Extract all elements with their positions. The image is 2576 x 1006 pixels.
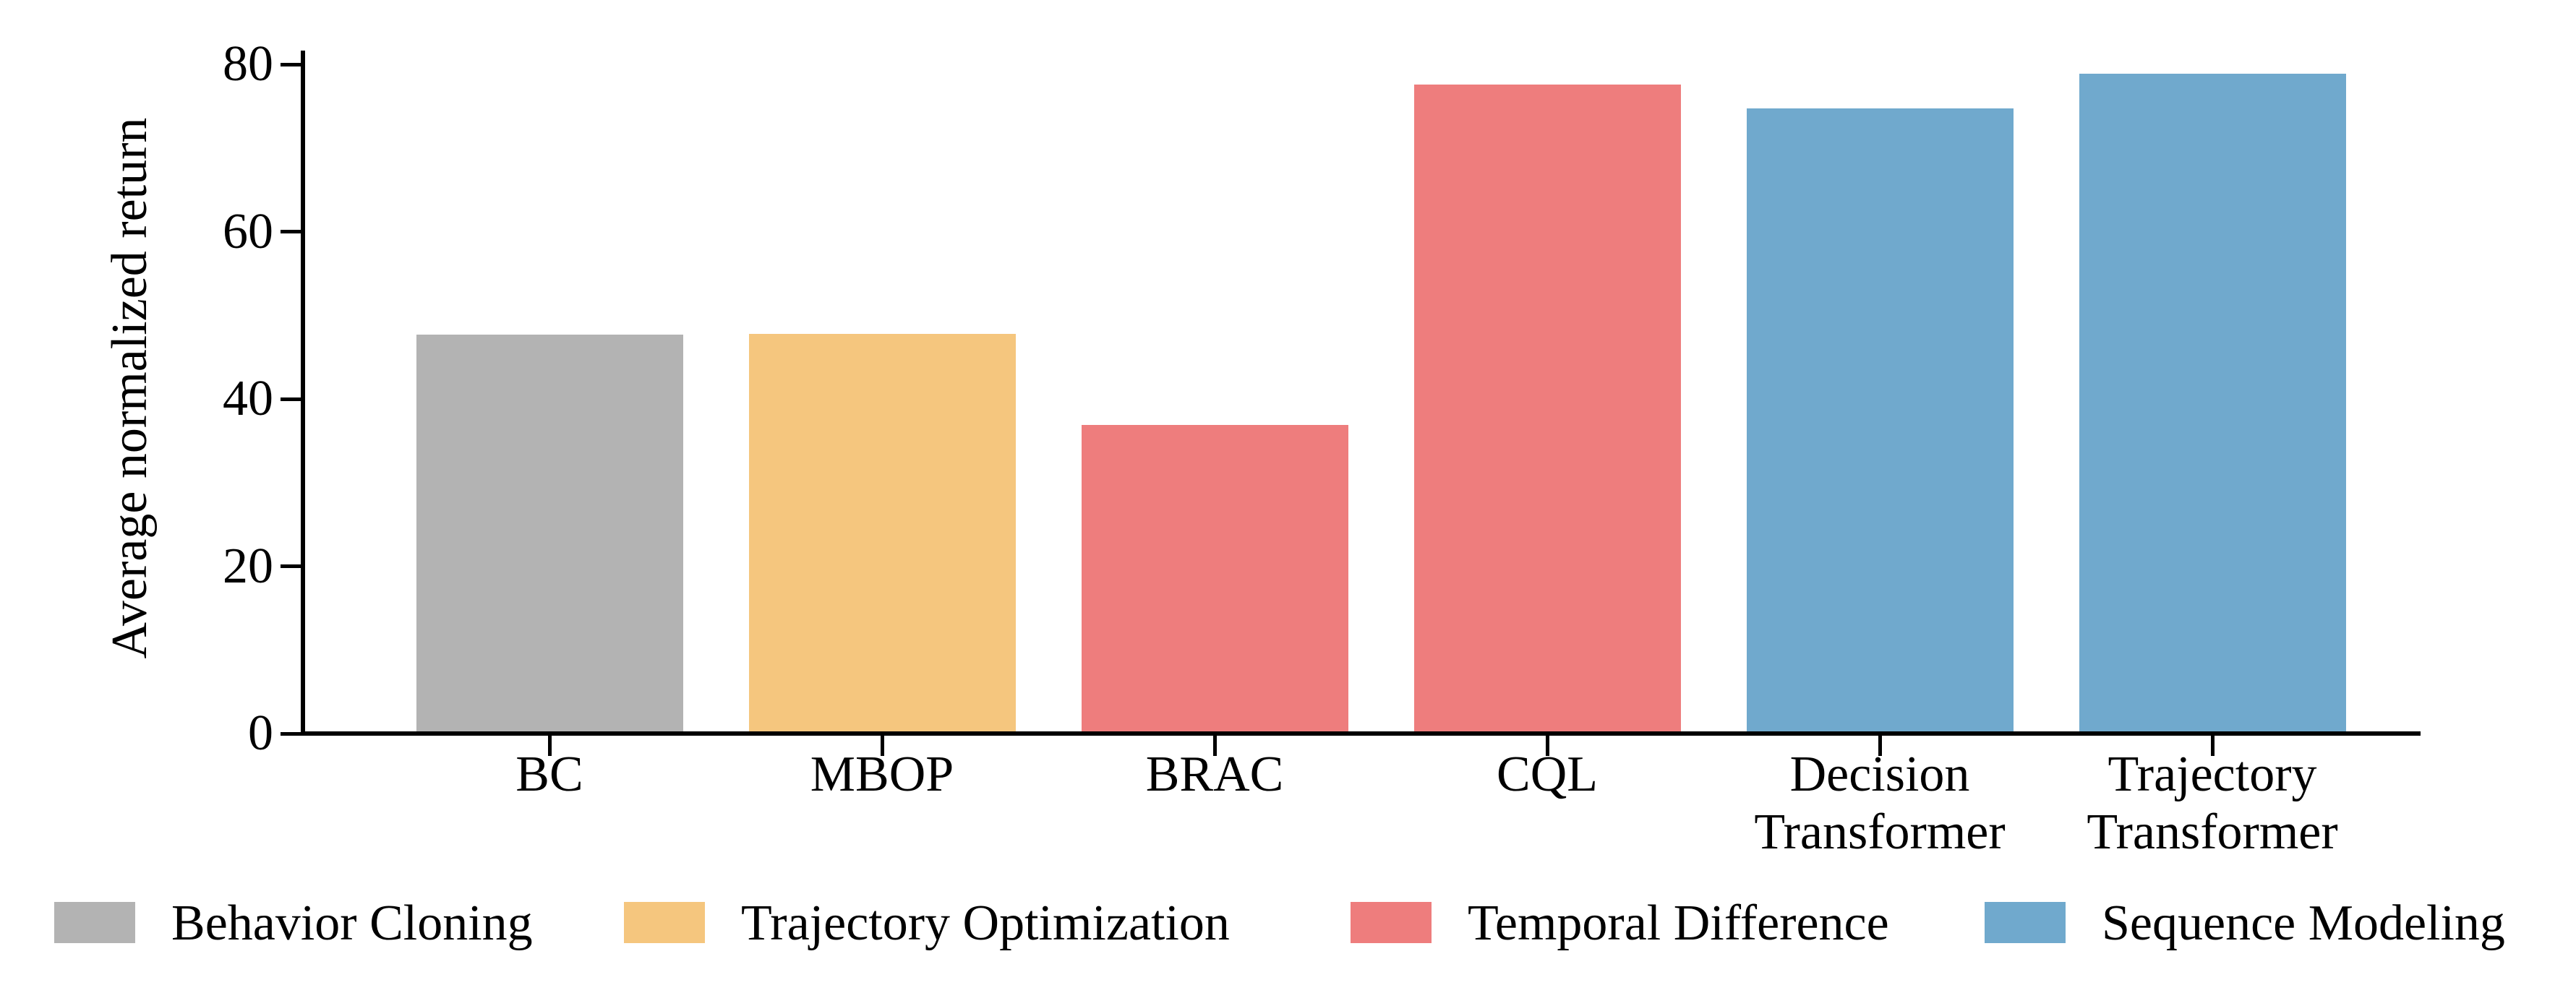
y-tick-mark [281,62,301,66]
y-tick-label: 80 [223,36,273,92]
y-tick-label: 40 [223,371,273,426]
y-tick-mark [281,731,301,736]
bar-decision-transformer [1746,108,2014,734]
y-tick-mark [281,397,301,401]
legend-label-trajectory-optimization: Trajectory Optimization [741,895,1230,951]
x-tick-mark [1545,736,1549,756]
y-tick-mark [281,230,301,233]
x-tick-mark [1212,736,1217,756]
x-tick-mark [880,736,884,756]
x-tick-mark [547,736,552,756]
x-tick-mark [1878,736,1882,756]
category-label-bc: BC [515,747,583,802]
x-axis-spine [301,731,2421,736]
legend-swatch-trajectory-optimization [624,902,705,943]
category-label-mbop: MBOP [810,747,954,802]
legend-label-sequence-modeling: Sequence Modeling [2102,895,2505,951]
x-tick-mark [2210,736,2215,756]
legend-swatch-sequence-modeling [1985,902,2066,943]
bar-cql [1413,85,1681,734]
category-label-decision-transformer: Decision Transformer [1754,747,2006,860]
bar-bc [416,335,683,734]
category-label-cql: CQL [1497,747,1598,802]
y-tick-mark [281,564,301,568]
category-label-brac: BRAC [1145,747,1284,802]
category-label-trajectory-transformer: Trajectory Transformer [2087,747,2338,860]
y-axis-spine [301,51,305,736]
legend-swatch-temporal-difference [1351,902,1432,943]
legend-label-behavior-cloning: Behavior Cloning [171,895,533,951]
bar-mbop [748,334,1016,734]
y-tick-label: 0 [248,705,273,761]
y-tick-label: 60 [223,203,273,259]
bar-brac [1081,425,1348,734]
legend-label-temporal-difference: Temporal Difference [1468,895,1889,951]
legend-swatch-behavior-cloning [54,902,135,943]
bar-trajectory-transformer [2079,74,2346,734]
y-tick-label: 20 [223,538,273,594]
